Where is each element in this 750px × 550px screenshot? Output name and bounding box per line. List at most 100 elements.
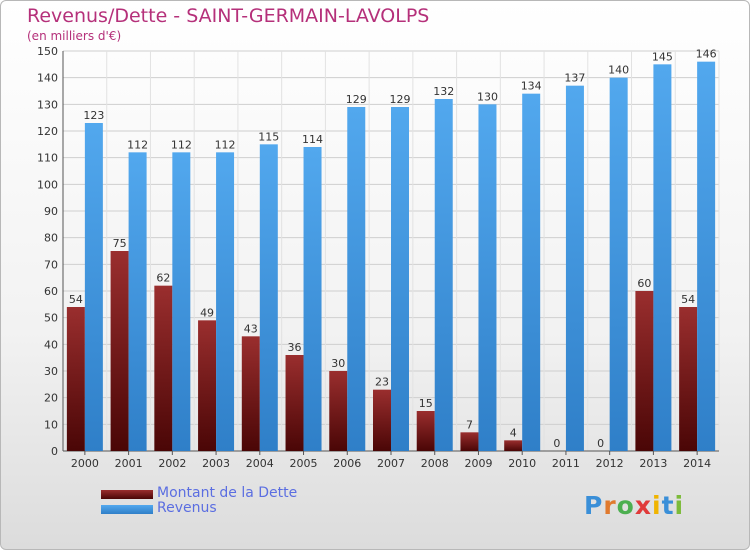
x-tick-label: 2012 xyxy=(596,457,624,470)
data-label-debt: 75 xyxy=(113,237,127,250)
data-label-revenue: 123 xyxy=(83,109,104,122)
x-tick-label: 2006 xyxy=(333,457,361,470)
data-label-debt: 0 xyxy=(553,437,560,450)
y-tick-label: 100 xyxy=(37,178,58,191)
data-label-debt: 30 xyxy=(331,357,345,370)
data-label-revenue: 112 xyxy=(127,138,148,151)
logo-letter: i xyxy=(652,491,662,520)
logo-letter: r xyxy=(603,491,617,520)
y-tick-label: 60 xyxy=(44,285,58,298)
x-tick-label: 2013 xyxy=(639,457,667,470)
data-label-debt: 23 xyxy=(375,376,389,389)
data-label-revenue: 132 xyxy=(433,85,454,98)
bar-revenue xyxy=(172,152,191,452)
bar-debt xyxy=(241,336,260,451)
logo-letter: t xyxy=(661,491,675,520)
bar-debt xyxy=(416,411,435,451)
y-tick-label: 130 xyxy=(37,98,58,111)
data-label-revenue: 129 xyxy=(346,93,367,106)
bar-debt xyxy=(460,432,479,451)
data-label-debt: 0 xyxy=(597,437,604,450)
bar-revenue xyxy=(84,123,103,451)
y-tick-label: 120 xyxy=(37,125,58,138)
bar-debt xyxy=(110,251,129,451)
data-label-debt: 60 xyxy=(637,277,651,290)
data-label-debt: 54 xyxy=(681,293,695,306)
x-tick-label: 2007 xyxy=(377,457,405,470)
data-label-revenue: 115 xyxy=(258,130,279,143)
legend-swatch-revenue xyxy=(101,505,153,514)
y-tick-label: 50 xyxy=(44,312,58,325)
data-label-debt: 62 xyxy=(156,272,170,285)
data-label-debt: 43 xyxy=(244,322,258,335)
logo-letter: i xyxy=(674,491,685,520)
y-tick-label: 20 xyxy=(44,392,58,405)
y-tick-label: 140 xyxy=(37,72,58,85)
data-label-revenue: 146 xyxy=(696,48,717,61)
data-label-debt: 36 xyxy=(288,341,302,354)
bar-revenue xyxy=(128,152,147,452)
x-tick-label: 2003 xyxy=(202,457,230,470)
x-tick-label: 2014 xyxy=(683,457,711,470)
x-tick-label: 2000 xyxy=(71,457,99,470)
bar-revenue xyxy=(609,77,628,452)
logo-letter: P xyxy=(584,491,604,520)
legend-swatch-debt xyxy=(101,490,153,499)
bar-debt xyxy=(504,440,523,451)
y-tick-label: 40 xyxy=(44,338,58,351)
logo-letter: o xyxy=(616,491,635,520)
data-label-revenue: 137 xyxy=(564,72,585,85)
y-tick-label: 150 xyxy=(37,45,58,58)
bar-debt xyxy=(154,285,173,451)
bar-revenue xyxy=(259,144,278,452)
bar-debt xyxy=(679,307,698,451)
data-label-debt: 49 xyxy=(200,306,214,319)
y-tick-label: 80 xyxy=(44,232,58,245)
bar-revenue xyxy=(653,64,672,452)
data-label-revenue: 145 xyxy=(652,50,673,63)
bar-debt xyxy=(373,389,391,451)
x-tick-label: 2011 xyxy=(552,457,580,470)
bar-revenue xyxy=(216,152,235,452)
y-tick-label: 0 xyxy=(51,445,58,458)
bar-revenue xyxy=(565,85,584,452)
x-tick-label: 2010 xyxy=(508,457,536,470)
bar-revenue xyxy=(434,99,453,451)
data-label-debt: 4 xyxy=(510,426,517,439)
x-tick-label: 2008 xyxy=(421,457,449,470)
data-label-revenue: 112 xyxy=(171,138,192,151)
bar-revenue xyxy=(347,107,366,451)
bar-debt xyxy=(635,291,654,451)
data-label-revenue: 130 xyxy=(477,90,498,103)
legend-label-debt: Montant de la Dette xyxy=(157,485,298,501)
x-tick-label: 2009 xyxy=(464,457,492,470)
y-tick-label: 90 xyxy=(44,205,58,218)
x-tick-label: 2002 xyxy=(158,457,186,470)
bar-revenue xyxy=(522,93,541,452)
bar-debt xyxy=(285,355,304,451)
x-tick-label: 2005 xyxy=(290,457,318,470)
x-tick-label: 2004 xyxy=(246,457,274,470)
y-tick-label: 30 xyxy=(44,365,58,378)
x-tick-label: 2001 xyxy=(115,457,143,470)
bar-revenue xyxy=(478,104,497,451)
data-label-revenue: 134 xyxy=(521,80,542,93)
logo-letter: x xyxy=(634,491,652,520)
data-label-debt: 15 xyxy=(419,397,433,410)
data-label-revenue: 129 xyxy=(390,93,411,106)
proxiti-logo: Proxiti xyxy=(584,491,684,520)
bar-debt xyxy=(329,371,348,451)
y-tick-label: 110 xyxy=(37,152,58,165)
chart-title: Revenus/Dette - SAINT-GERMAIN-LAVOLPS xyxy=(27,5,430,27)
data-label-debt: 7 xyxy=(466,418,473,431)
data-label-debt: 54 xyxy=(69,293,83,306)
bar-debt xyxy=(66,307,85,451)
data-label-revenue: 112 xyxy=(215,138,236,151)
y-tick-label: 70 xyxy=(44,258,58,271)
y-tick-label: 10 xyxy=(44,418,58,431)
bar-debt xyxy=(198,320,217,451)
bar-revenue xyxy=(391,107,409,451)
bar-revenue xyxy=(303,147,322,451)
